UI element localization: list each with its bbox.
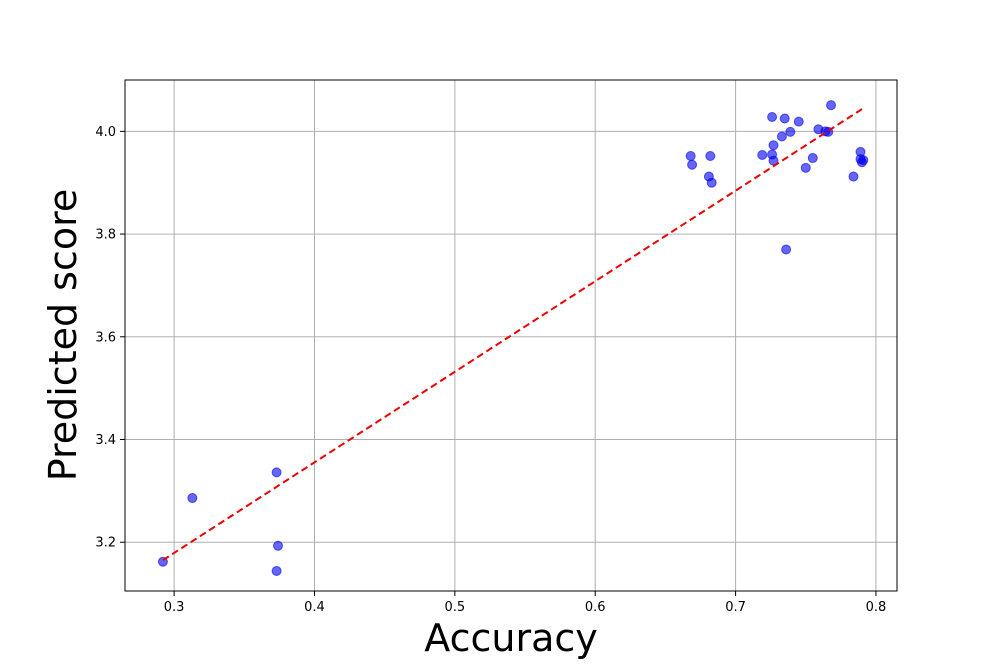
x-tick-label: 0.5 <box>445 600 466 615</box>
data-point <box>807 153 818 164</box>
data-points <box>157 100 869 576</box>
data-point <box>271 467 282 478</box>
data-point <box>706 177 717 188</box>
x-tick-label: 0.8 <box>866 600 887 615</box>
x-tick-label: 0.4 <box>304 600 325 615</box>
data-point <box>826 100 837 111</box>
x-tick-label: 0.7 <box>725 600 746 615</box>
x-tick-label: 0.3 <box>164 600 185 615</box>
data-point <box>767 111 778 122</box>
y-tick-label: 3.6 <box>95 330 116 345</box>
data-point <box>768 140 779 151</box>
data-point <box>858 155 869 166</box>
trend-line-group <box>162 107 864 562</box>
plot-frame <box>124 79 898 592</box>
data-point <box>271 565 282 576</box>
data-point <box>187 493 198 504</box>
x-axis-title: Accuracy <box>424 616 598 660</box>
data-point <box>781 244 792 255</box>
y-axis-title: Predicted score <box>41 189 85 482</box>
y-axis-ticks: 3.2 3.4 3.6 3.8 4.0 <box>95 125 125 551</box>
x-axis-ticks: 0.3 0.4 0.5 0.6 0.7 0.8 <box>164 591 887 615</box>
y-tick-label: 4.0 <box>95 125 116 140</box>
data-point <box>705 151 716 162</box>
trend-line <box>162 107 864 562</box>
data-point <box>779 113 790 124</box>
y-tick-label: 3.2 <box>95 536 116 551</box>
data-point <box>272 540 283 551</box>
data-point <box>685 151 696 162</box>
data-point <box>776 131 787 142</box>
data-point <box>848 171 859 182</box>
data-point <box>687 159 698 170</box>
data-point <box>793 116 804 127</box>
data-point <box>757 149 768 160</box>
data-point <box>785 126 796 137</box>
y-tick-label: 3.8 <box>95 228 116 243</box>
y-tick-label: 3.4 <box>95 433 116 448</box>
data-point <box>800 162 811 173</box>
grid-lines <box>125 80 897 591</box>
x-tick-label: 0.6 <box>585 600 606 615</box>
